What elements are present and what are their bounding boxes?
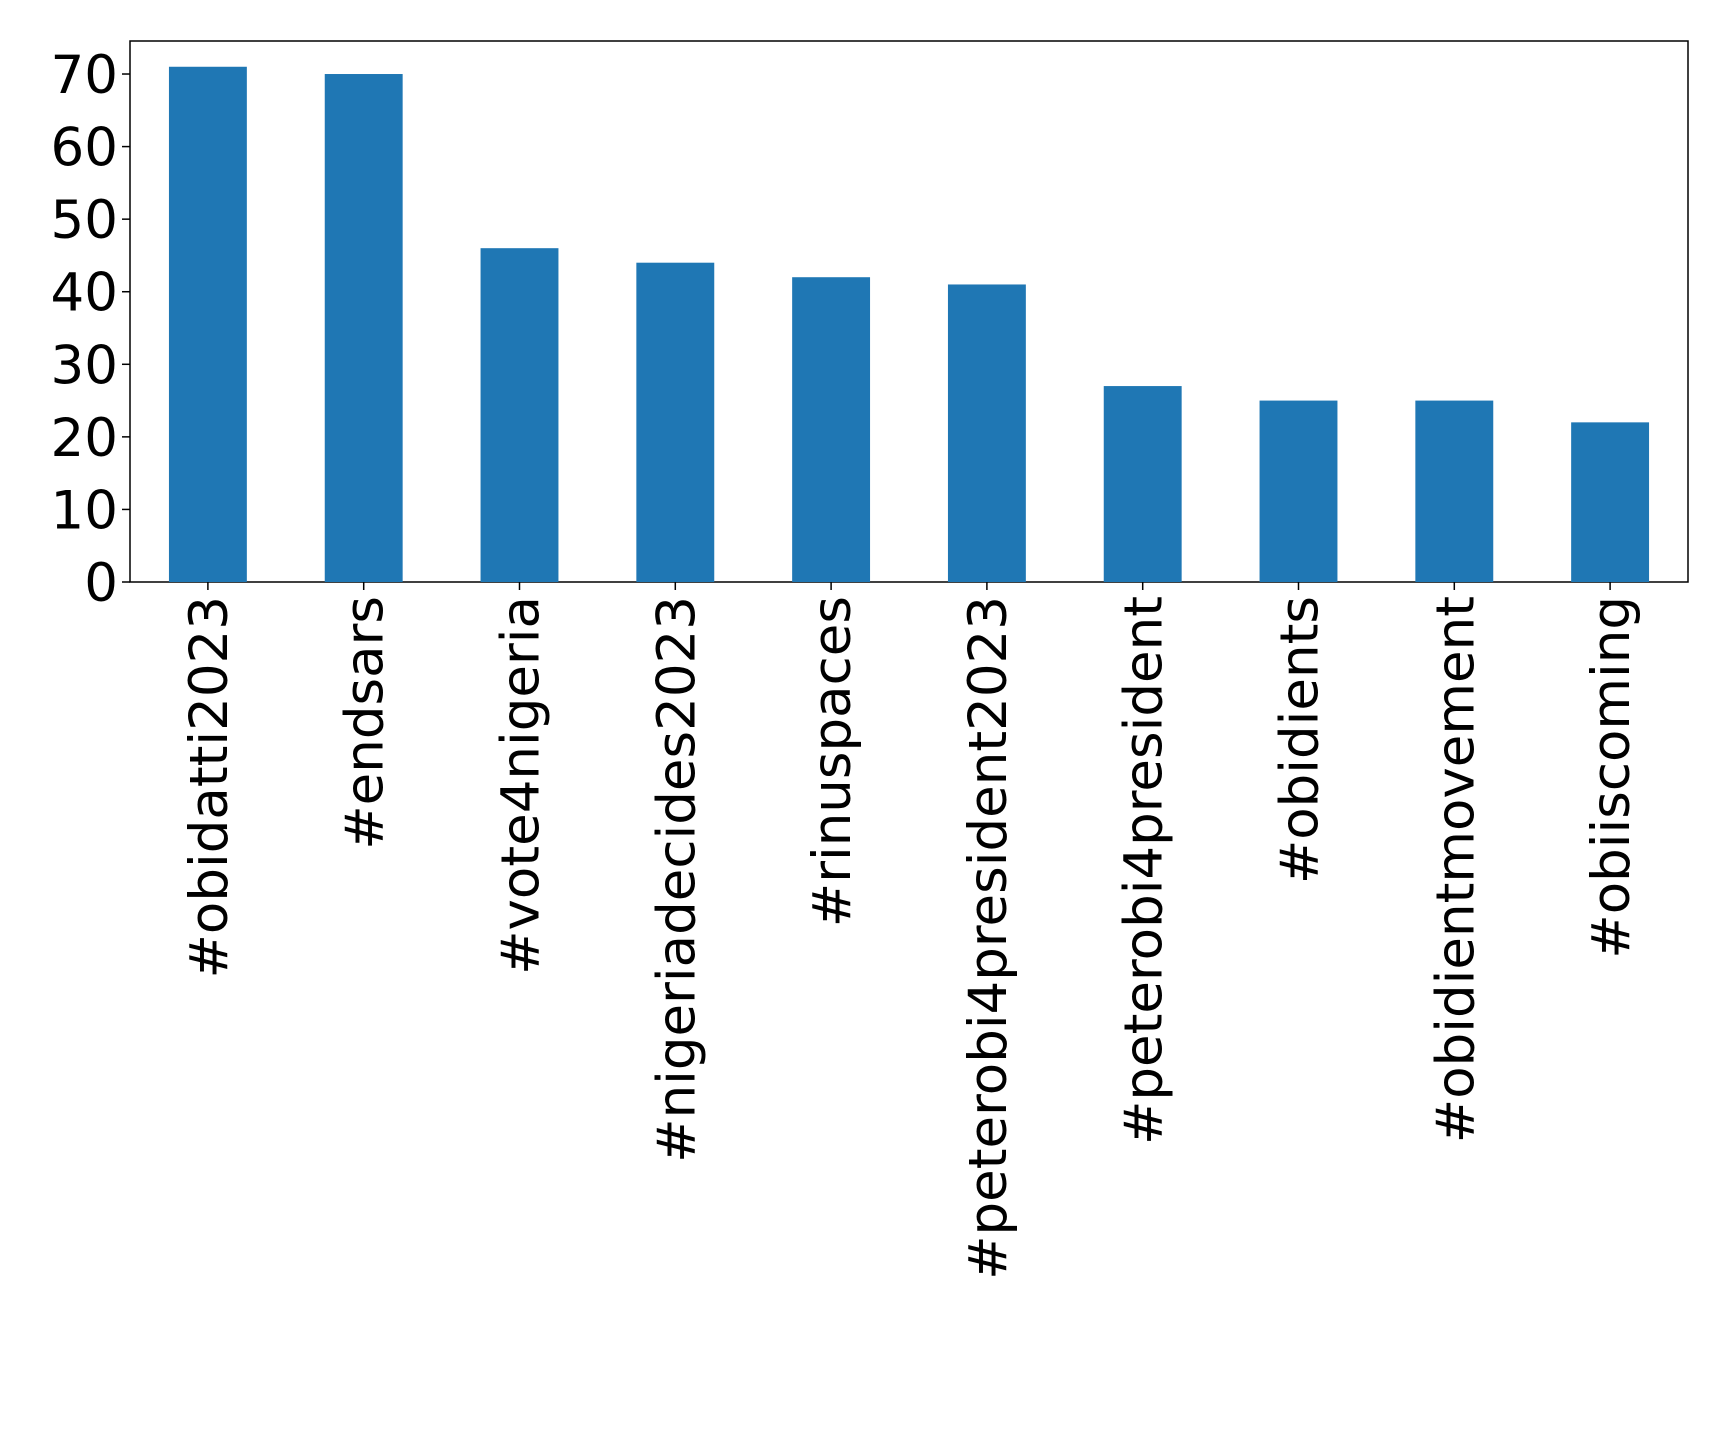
bar [1571, 422, 1650, 582]
axes-frame [129, 40, 1689, 583]
x-tick-label: #peterobi4president2023 [958, 596, 1019, 1280]
bar [1415, 400, 1494, 582]
y-tick-label: 50 [51, 190, 118, 251]
bar [1259, 400, 1338, 582]
x-tick-label: #obidients [1270, 596, 1331, 884]
x-tick-label: #endsars [335, 596, 396, 850]
bar [947, 284, 1026, 582]
bar [480, 248, 559, 582]
y-tick-label: 60 [51, 118, 118, 179]
y-tick-label: 40 [51, 263, 118, 324]
x-tick-label: #rinuspaces [802, 596, 863, 927]
bar [1103, 386, 1182, 582]
x-tick-label: #nigeriadecides2023 [646, 596, 707, 1163]
x-tick-label: #obidientmovement [1425, 596, 1486, 1143]
x-tick-label: #vote4nigeria [491, 596, 552, 975]
x-tick-label: #obiiscoming [1581, 596, 1642, 959]
x-tick-label: #peterobi4president [1114, 596, 1175, 1145]
bar [324, 74, 403, 583]
bar [636, 262, 715, 582]
y-tick-label: 30 [51, 335, 118, 396]
y-tick-label: 0 [84, 553, 118, 614]
y-tick-label: 10 [51, 480, 118, 541]
y-tick-label: 70 [51, 45, 118, 106]
x-tick-label: #obidatti2023 [179, 596, 240, 979]
bar [792, 277, 871, 582]
bar [168, 66, 247, 582]
y-tick-label: 20 [51, 408, 118, 469]
